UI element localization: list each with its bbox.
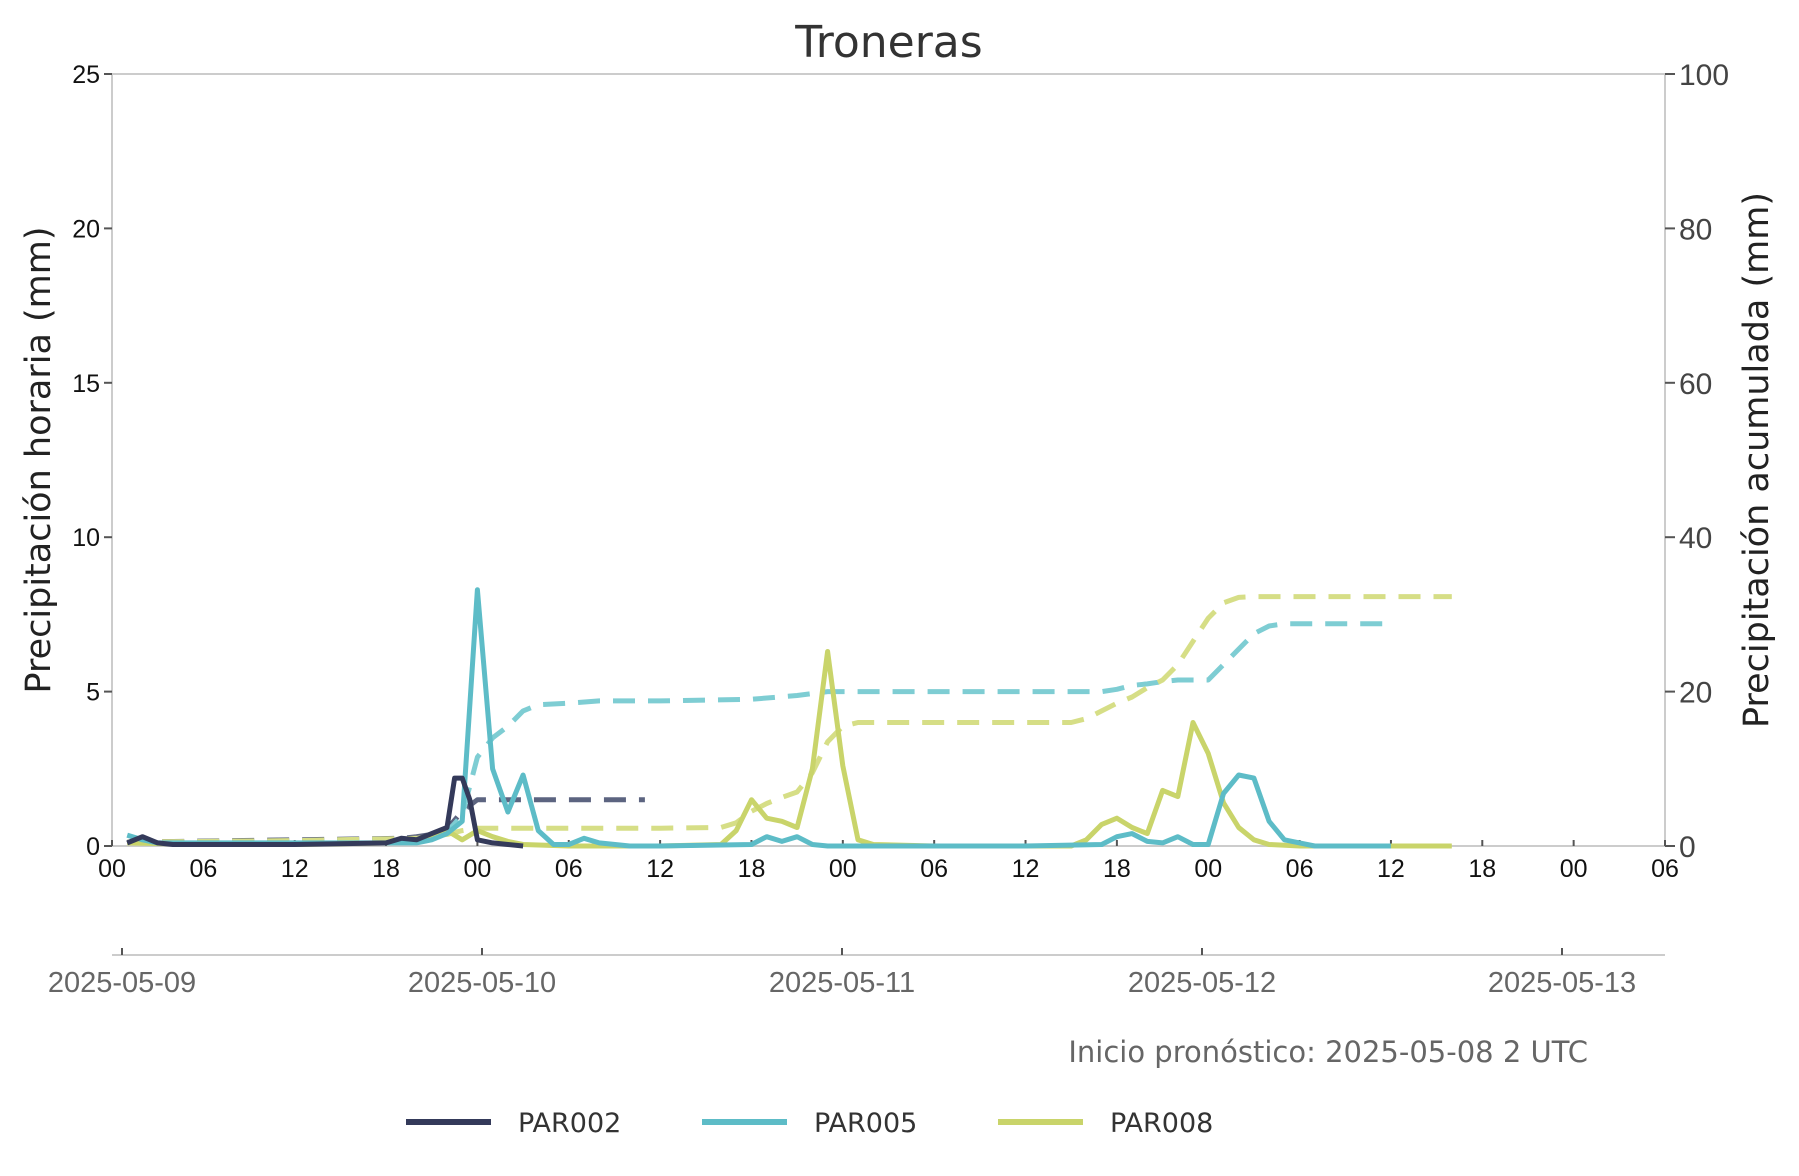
y-left-tick-label: 25	[72, 61, 100, 89]
series-line-hourly-par002	[126, 775, 524, 849]
x-date-tick-label: 2025-05-11	[769, 967, 915, 999]
x-axis-hour-ticks: 00 06 12 18 00 06 12 18 00 06 12 18 00 06 12 18 00 06	[98, 840, 1679, 883]
chart-title: Troneras	[794, 17, 982, 68]
y-axis-left-ticks: 0 5 10 15 20 25	[72, 61, 112, 861]
y-left-tick-label: 0	[86, 833, 100, 861]
x-hour-tick-label: 12	[1012, 855, 1040, 883]
y-right-tick-label: 20	[1679, 677, 1712, 710]
x-hour-tick-label: 12	[281, 855, 309, 883]
y-right-tick-label: 0	[1679, 831, 1696, 864]
y-left-tick-label: 10	[72, 524, 100, 552]
legend-label-par005: PAR005	[814, 1108, 917, 1139]
series-line-cumulative-par008	[127, 594, 1452, 845]
y-right-tick-label: 40	[1679, 522, 1712, 555]
legend: PAR002 PAR005 PAR008	[406, 1108, 1213, 1139]
y-right-tick-label: 60	[1679, 368, 1712, 401]
series-line-cumulative-par002	[127, 797, 645, 845]
x-hour-tick-label: 06	[1286, 855, 1314, 883]
legend-label-par008: PAR008	[1110, 1108, 1213, 1139]
x-date-tick-label: 2025-05-13	[1488, 967, 1636, 999]
series-line-hourly-par005	[126, 587, 1391, 849]
x-hour-tick-label: 06	[555, 855, 583, 883]
x-hour-tick-label: 00	[464, 855, 492, 883]
y-axis-left-label: Precipitación horaria (mm)	[19, 226, 59, 693]
y-left-tick-label: 5	[86, 679, 100, 707]
x-hour-tick-label: 12	[1377, 855, 1405, 883]
y-right-tick-label: 80	[1679, 213, 1712, 246]
x-hour-tick-label: 00	[98, 855, 126, 883]
y-left-tick-label: 20	[72, 215, 100, 243]
series-layer	[126, 587, 1452, 849]
x-date-tick-label: 2025-05-10	[408, 967, 556, 999]
y-right-tick-label: 100	[1679, 59, 1729, 92]
x-date-tick-label: 2025-05-09	[48, 967, 196, 999]
x-hour-tick-label: 18	[1468, 855, 1496, 883]
x-axis-date-ticks: 2025-05-09 2025-05-10 2025-05-11 2025-05-12…	[48, 948, 1636, 999]
x-hour-tick-label: 00	[1194, 855, 1222, 883]
plot-frame	[111, 73, 1666, 847]
x-hour-tick-label: 06	[189, 855, 217, 883]
x-hour-tick-label: 18	[1103, 855, 1131, 883]
y-axis-right-label: Precipitación acumulada (mm)	[1737, 192, 1777, 728]
forecast-start-note: Inicio pronóstico: 2025-05-08 2 UTC	[1068, 1035, 1588, 1069]
y-axis-right-ticks: 0 20 40 60 80 100	[1665, 59, 1729, 864]
x-hour-tick-label: 00	[829, 855, 857, 883]
x-hour-tick-label: 18	[738, 855, 766, 883]
x-hour-tick-label: 06	[1651, 855, 1679, 883]
x-hour-tick-label: 00	[1560, 855, 1588, 883]
x-hour-tick-label: 06	[920, 855, 948, 883]
series-line-hourly-par008	[127, 649, 1452, 849]
legend-label-par002: PAR002	[518, 1108, 621, 1139]
x-hour-tick-label: 12	[646, 855, 674, 883]
x-date-tick-label: 2025-05-12	[1128, 967, 1276, 999]
y-left-tick-label: 15	[72, 370, 100, 398]
x-hour-tick-label: 18	[372, 855, 400, 883]
